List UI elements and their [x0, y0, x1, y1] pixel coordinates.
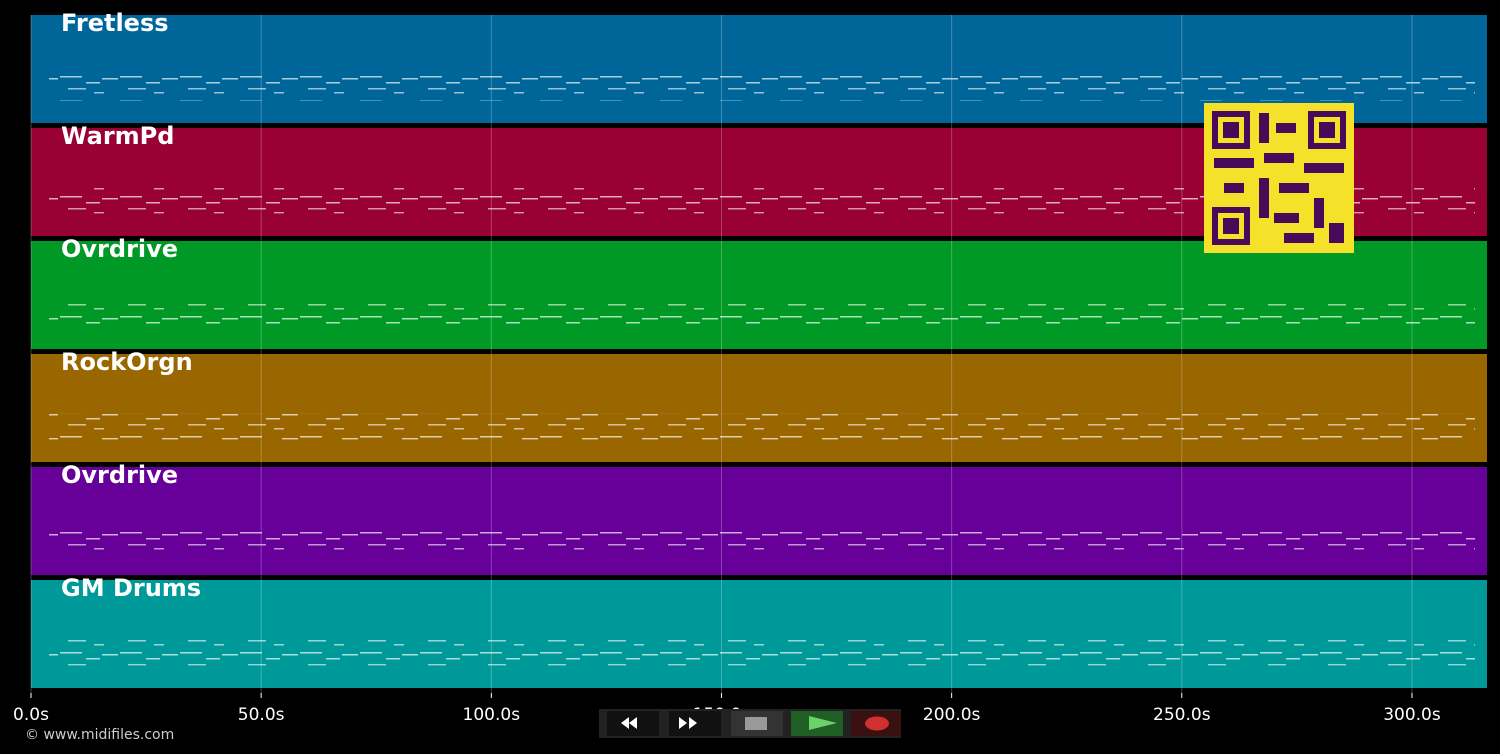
track-panel [31, 467, 1487, 575]
x-tick-label: 50.0s [238, 705, 285, 725]
note-texture [49, 526, 1475, 553]
track-name: WarmPd [61, 122, 174, 150]
x-tick-label: 100.0s [463, 705, 521, 725]
track-panel [31, 580, 1487, 688]
x-tick-label: 0.0s [13, 705, 49, 725]
track-panel [31, 354, 1487, 462]
play-button[interactable] [791, 711, 843, 736]
qr-code [1204, 103, 1354, 253]
track-name: GM Drums [61, 574, 201, 602]
copyright: © www.midifiles.com [25, 727, 174, 743]
rewind-button[interactable] [607, 711, 659, 736]
track-name: RockOrgn [61, 348, 193, 376]
forward-button[interactable] [669, 711, 721, 736]
x-tick-label: 300.0s [1383, 705, 1441, 725]
x-tick-label: 250.0s [1153, 705, 1211, 725]
track-name: Fretless [61, 9, 169, 37]
note-texture [49, 413, 1475, 440]
note-texture [49, 74, 1475, 101]
track-panel [31, 241, 1487, 349]
note-texture [49, 300, 1475, 327]
stop-button[interactable] [731, 711, 783, 736]
transport-controls [599, 709, 901, 738]
note-texture [49, 639, 1475, 666]
track-name: Ovrdrive [61, 235, 178, 263]
track-name: Ovrdrive [61, 461, 178, 489]
record-button[interactable] [851, 711, 901, 736]
x-tick-label: 200.0s [923, 705, 981, 725]
